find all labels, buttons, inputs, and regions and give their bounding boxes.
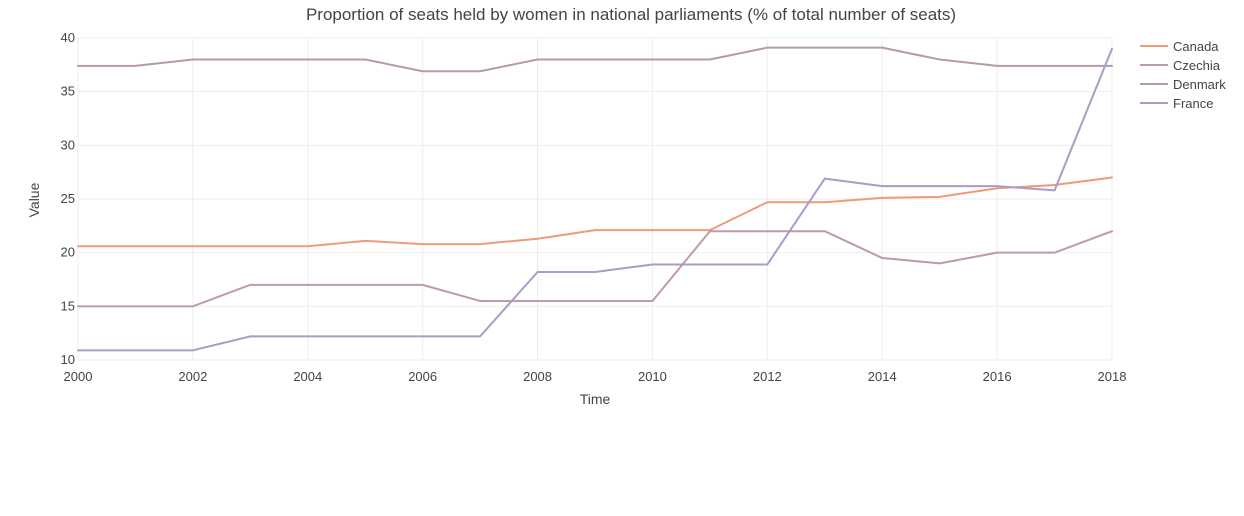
y-tick-label: 30 [61, 137, 75, 152]
x-tick-label: 2014 [868, 369, 897, 384]
y-tick-label: 20 [61, 245, 75, 260]
x-axis-label: Time [580, 391, 611, 407]
legend-label-canada: Canada [1173, 39, 1219, 54]
y-axis: 10 15 20 25 30 35 40 [61, 30, 75, 367]
x-tick-label: 2018 [1098, 369, 1127, 384]
x-tick-label: 2002 [178, 369, 207, 384]
series-line-denmark [77, 46, 1113, 73]
y-tick-label: 35 [61, 84, 75, 99]
series-line-canada [77, 176, 1113, 248]
series-line-czechia [77, 230, 1113, 308]
y-tick-label: 40 [61, 30, 75, 45]
x-tick-label: 2000 [64, 369, 93, 384]
legend-label-denmark: Denmark [1173, 77, 1226, 92]
y-tick-label: 10 [61, 352, 75, 367]
x-tick-label: 2006 [408, 369, 437, 384]
legend: Canada Czechia Denmark France [1140, 39, 1226, 111]
x-tick-label: 2004 [293, 369, 322, 384]
x-tick-label: 2008 [523, 369, 552, 384]
legend-label-czechia: Czechia [1173, 58, 1221, 73]
x-tick-label: 2016 [983, 369, 1012, 384]
x-axis: 2000 2002 2004 2006 2008 2010 2012 2014 2016 2018 [64, 369, 1127, 384]
chart-title: Proportion of seats held by women in nat… [306, 5, 956, 24]
y-tick-label: 15 [61, 298, 75, 313]
legend-label-france: France [1173, 96, 1213, 111]
series-lines [77, 46, 1113, 352]
grid [77, 37, 1113, 361]
y-axis-label: Value [26, 182, 42, 217]
x-tick-label: 2010 [638, 369, 667, 384]
x-tick-label: 2012 [753, 369, 782, 384]
y-tick-label: 25 [61, 191, 75, 206]
series-line-france [77, 47, 1113, 352]
